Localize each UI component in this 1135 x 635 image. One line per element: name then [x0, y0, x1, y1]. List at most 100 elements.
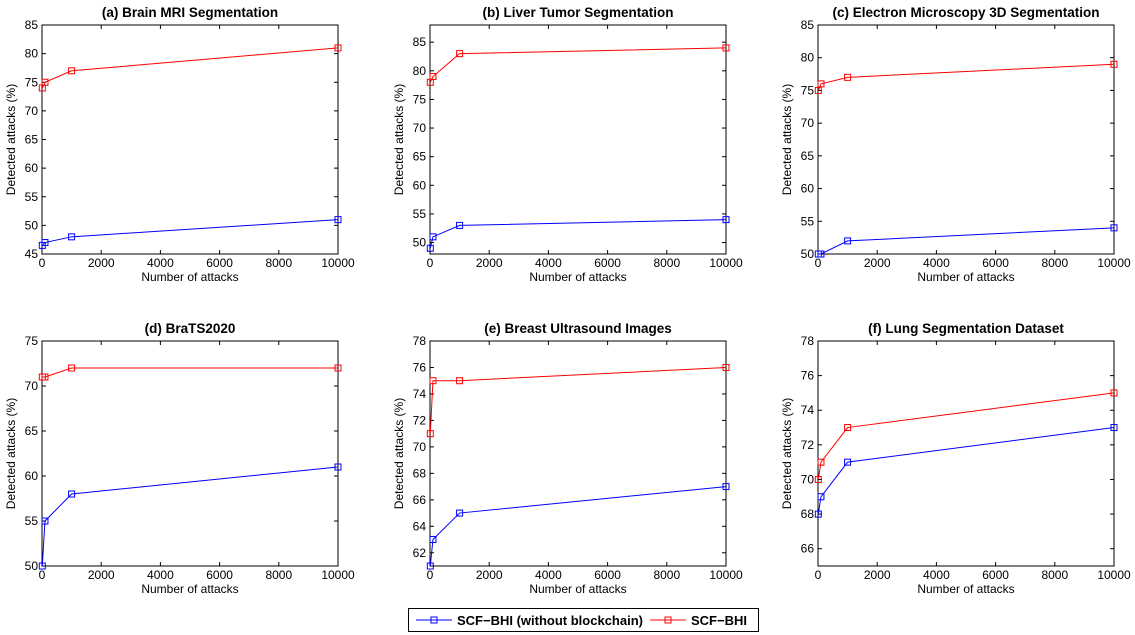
y-tick-label: 62 [413, 546, 427, 560]
legend-item-scf-bhi: SCF−BHI [649, 613, 747, 628]
x-axis-label: Number of attacks [141, 582, 238, 596]
y-tick-label: 70 [801, 472, 815, 486]
legend-label-without-blockchain: SCF−BHI (without blockchain) [457, 612, 643, 628]
series-line-2 [42, 367, 338, 378]
data-point-marker [68, 490, 76, 498]
chart-title: (c) Electron Microscopy 3D Segmentation [832, 5, 1099, 20]
data-point-marker [814, 86, 822, 94]
y-tick-label: 50 [413, 236, 427, 250]
data-point-marker [68, 364, 76, 372]
x-tick-label: 6000 [206, 256, 233, 270]
chart-panel-6: (f) Lung Segmentation Dataset 0 2000 4000 60… [780, 321, 1131, 596]
chart-title: (b) Liver Tumor Segmentation [482, 5, 673, 20]
y-tick-label: 85 [801, 18, 815, 32]
chart-panel-1: (a) Brain MRI Segmentation 0 2000 4000 6000 8… [4, 5, 355, 284]
x-tick-label: 10000 [321, 568, 355, 582]
y-tick-label: 70 [413, 121, 427, 135]
x-tick-label: 6000 [594, 568, 621, 582]
data-point-marker [41, 239, 49, 247]
legend-swatch-red [649, 616, 686, 624]
x-tick-label: 0 [39, 256, 46, 270]
y-tick-label: 50 [801, 247, 815, 261]
data-point-marker [722, 363, 730, 371]
y-tick-label: 60 [25, 161, 39, 175]
y-tick-label: 76 [801, 369, 815, 383]
x-tick-label: 6000 [594, 256, 621, 270]
chart-panel-5: (e) Breast Ultrasound Images 0 2000 4000 600… [392, 321, 743, 596]
y-tick-label: 50 [25, 559, 39, 573]
series-line-1 [818, 227, 1115, 255]
data-point-marker [844, 73, 852, 81]
data-point-marker [426, 430, 434, 438]
data-point-marker [334, 364, 342, 372]
y-tick-label: 60 [801, 182, 815, 196]
y-tick-label: 74 [413, 387, 427, 401]
y-tick-label: 76 [413, 360, 427, 374]
series-line-2 [817, 63, 1115, 91]
y-tick-label: 68 [413, 466, 427, 480]
data-point-marker [334, 463, 342, 471]
y-tick-label: 75 [25, 334, 39, 348]
x-axis-label: Number of attacks [529, 270, 626, 284]
data-point-marker [1110, 389, 1118, 397]
x-tick-label: 0 [427, 256, 434, 270]
x-tick-label: 0 [39, 568, 46, 582]
y-tick-label: 75 [801, 83, 815, 97]
plot-frame [429, 24, 727, 255]
x-tick-label: 8000 [265, 568, 292, 582]
x-tick-label: 4000 [923, 256, 950, 270]
data-point-marker [814, 475, 822, 483]
data-point-marker [814, 510, 822, 518]
data-point-marker [429, 377, 437, 385]
y-axis-label: Detected attacks (%) [780, 398, 794, 509]
y-tick-label: 85 [25, 18, 39, 32]
plot-frame [41, 24, 339, 255]
y-tick-label: 55 [413, 207, 427, 221]
x-axis-label: Number of attacks [917, 582, 1014, 596]
series-line-1 [817, 427, 1115, 515]
x-tick-label: 6000 [982, 256, 1009, 270]
data-point-marker [68, 233, 76, 241]
chart-panel-3: (c) Electron Microscopy 3D Segmentation 0… [780, 5, 1131, 284]
x-tick-label: 2000 [88, 568, 115, 582]
data-point-marker [456, 509, 464, 517]
y-tick-label: 70 [801, 116, 815, 130]
x-axis-label: Number of attacks [529, 582, 626, 596]
data-point-marker [334, 44, 342, 52]
y-tick-label: 70 [25, 104, 39, 118]
y-tick-label: 75 [413, 92, 427, 106]
data-point-marker [1110, 60, 1118, 68]
y-tick-label: 60 [413, 178, 427, 192]
y-tick-label: 74 [801, 403, 815, 417]
x-axis-label: Number of attacks [917, 270, 1014, 284]
legend-swatch-blue [416, 616, 452, 624]
y-tick-label: 72 [413, 413, 427, 427]
legend: SCF−BHI (without blockchain) SCF−BHI [408, 608, 759, 632]
data-point-marker [41, 517, 49, 525]
chart-title: (d) BraTS2020 [145, 321, 236, 336]
y-tick-label: 66 [413, 493, 427, 507]
y-tick-label: 70 [25, 379, 39, 393]
data-point-marker [429, 536, 437, 544]
data-point-marker [817, 493, 825, 501]
data-point-marker [817, 80, 825, 88]
y-tick-label: 55 [801, 214, 815, 228]
chart-panel-4: (d) BraTS2020 0 2000 4000 6000 8000 10000 50 55 6… [4, 321, 355, 596]
plot-frame [817, 340, 1115, 567]
chart-title: (f) Lung Segmentation Dataset [868, 321, 1064, 336]
y-tick-label: 78 [801, 334, 815, 348]
y-tick-label: 65 [413, 150, 427, 164]
y-axis-label: Detected attacks (%) [392, 398, 406, 509]
data-point-marker [68, 67, 76, 75]
x-tick-label: 10000 [709, 568, 743, 582]
data-point-marker [722, 44, 730, 52]
data-point-marker [722, 216, 730, 224]
y-tick-label: 55 [25, 190, 39, 204]
y-tick-label: 65 [25, 133, 39, 147]
data-point-marker [426, 244, 434, 252]
y-tick-label: 78 [413, 334, 427, 348]
data-point-marker [1110, 424, 1118, 432]
data-point-marker [844, 237, 852, 245]
y-tick-label: 65 [25, 424, 39, 438]
y-axis-label: Detected attacks (%) [780, 84, 794, 195]
